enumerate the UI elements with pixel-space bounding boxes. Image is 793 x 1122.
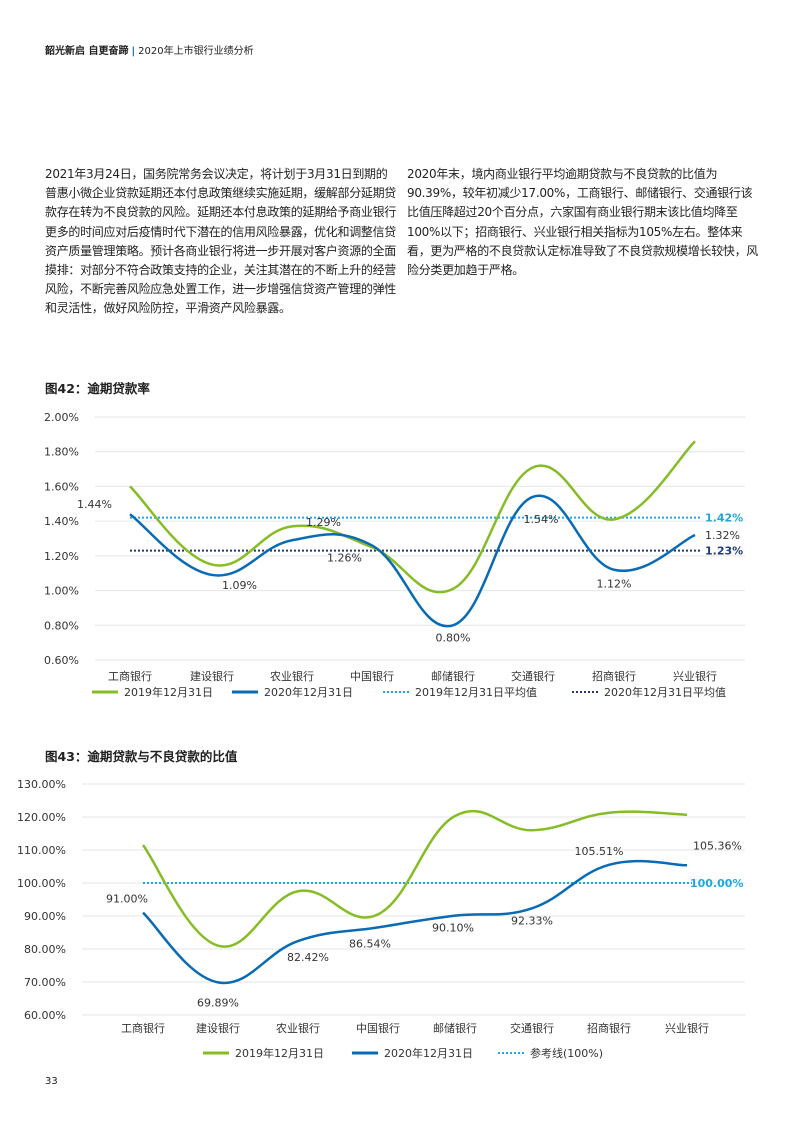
data-label: 0.80% <box>436 631 471 644</box>
y-tick-label: 90.00% <box>24 910 66 923</box>
x-tick-label: 招商银行 <box>592 669 636 683</box>
paragraph-left: 2021年3月24日，国务院常务会议决定，将计划于3月31日到期的普惠小微企业贷… <box>45 167 397 316</box>
data-label: 82.42% <box>287 951 329 964</box>
figure-43-title: 图43：逾期贷款与不良贷款的比值 <box>45 749 238 764</box>
data-label: 92.33% <box>511 914 553 927</box>
data-label: 1.26% <box>327 551 362 564</box>
y-tick-label: 120.00% <box>17 811 66 824</box>
chart-overdue-to-npl-ratio: 60.00% 70.00% 80.00% 90.00% 100.00% 110.00% 12… <box>17 778 745 1060</box>
x-tick-label: 中国银行 <box>350 669 394 683</box>
y-tick-label: 1.60% <box>44 480 79 493</box>
data-label: 1.29% <box>306 516 341 529</box>
reference-line-label: 1.23% <box>705 545 743 558</box>
x-tick-label: 农业银行 <box>276 1021 320 1035</box>
legend-label: 2019年12月31日平均值 <box>415 685 537 699</box>
x-tick-label: 招商银行 <box>587 1021 631 1035</box>
y-tick-label: 80.00% <box>24 943 66 956</box>
x-tick-label: 兴业银行 <box>665 1021 709 1035</box>
data-label: 91.00% <box>106 893 148 906</box>
legend-label: 参考线(100%) <box>530 1046 603 1060</box>
data-label: 1.44% <box>77 498 112 511</box>
legend-label: 2019年12月31日 <box>235 1046 324 1060</box>
figure-42-title: 图42：逾期贷款率 <box>45 381 150 396</box>
y-tick-label: 130.00% <box>17 778 66 791</box>
x-tick-label: 交通银行 <box>511 669 555 683</box>
legend-label: 2020年12月31日平均值 <box>604 685 726 699</box>
x-tick-label: 邮储银行 <box>431 669 475 683</box>
series-line-2020 <box>129 494 696 628</box>
series-line-2020 <box>142 859 688 985</box>
reference-line-label: 1.42% <box>705 512 743 525</box>
x-tick-label: 建设银行 <box>196 1021 240 1035</box>
x-tick-label: 农业银行 <box>270 669 314 683</box>
legend-label: 2019年12月31日 <box>124 685 213 699</box>
header-separator: | <box>131 46 136 57</box>
series-line-2019 <box>141 809 688 948</box>
y-tick-label: 110.00% <box>17 844 66 857</box>
y-tick-label: 1.80% <box>44 446 79 459</box>
running-header: 韶光新启 自更奋蹄 | 2020年上市银行业绩分析 <box>45 42 254 57</box>
y-tick-label: 60.00% <box>24 1009 66 1022</box>
y-tick-label: 1.20% <box>44 550 79 563</box>
x-tick-label: 兴业银行 <box>673 669 717 683</box>
header-subtitle: 2020年上市银行业绩分析 <box>138 46 254 57</box>
y-tick-label: 100.00% <box>17 877 66 890</box>
y-tick-label: 0.80% <box>44 619 79 632</box>
data-label: 1.09% <box>222 579 257 592</box>
data-label: 105.36% <box>693 839 742 852</box>
x-tick-label: 建设银行 <box>190 669 234 683</box>
reference-line-label: 100.00% <box>690 877 743 890</box>
data-label: 1.12% <box>597 578 632 591</box>
chart-overdue-loan-ratio: 0.60% 0.80% 1.00% 1.20% 1.40% 1.60% 1.80% 2.00%… <box>44 411 745 699</box>
paragraph-right: 2020年末，境内商业银行平均逾期贷款与不良贷款的比值为90.39%，较年初减少… <box>407 167 759 278</box>
y-tick-label: 2.00% <box>44 411 79 424</box>
data-label: 1.54% <box>524 513 559 526</box>
data-label: 69.89% <box>197 996 239 1009</box>
x-tick-label: 交通银行 <box>510 1021 554 1035</box>
page-number: 33 <box>45 1076 58 1087</box>
legend-label: 2020年12月31日 <box>384 1046 473 1060</box>
data-label: 1.32% <box>705 529 740 542</box>
x-tick-label: 邮储银行 <box>433 1021 477 1035</box>
x-tick-label: 工商银行 <box>121 1021 165 1035</box>
data-label: 105.51% <box>575 845 624 858</box>
legend-label: 2020年12月31日 <box>264 685 353 699</box>
data-label: 86.54% <box>349 937 391 950</box>
x-tick-label: 中国银行 <box>356 1021 400 1035</box>
series-line-2019 <box>129 440 696 594</box>
header-title: 韶光新启 自更奋蹄 <box>45 46 129 57</box>
y-tick-label: 1.00% <box>44 585 79 598</box>
y-tick-label: 0.60% <box>44 654 79 667</box>
y-tick-label: 1.40% <box>44 515 79 528</box>
x-tick-label: 工商银行 <box>108 669 152 683</box>
data-label: 90.10% <box>432 922 474 935</box>
y-tick-label: 70.00% <box>24 976 66 989</box>
